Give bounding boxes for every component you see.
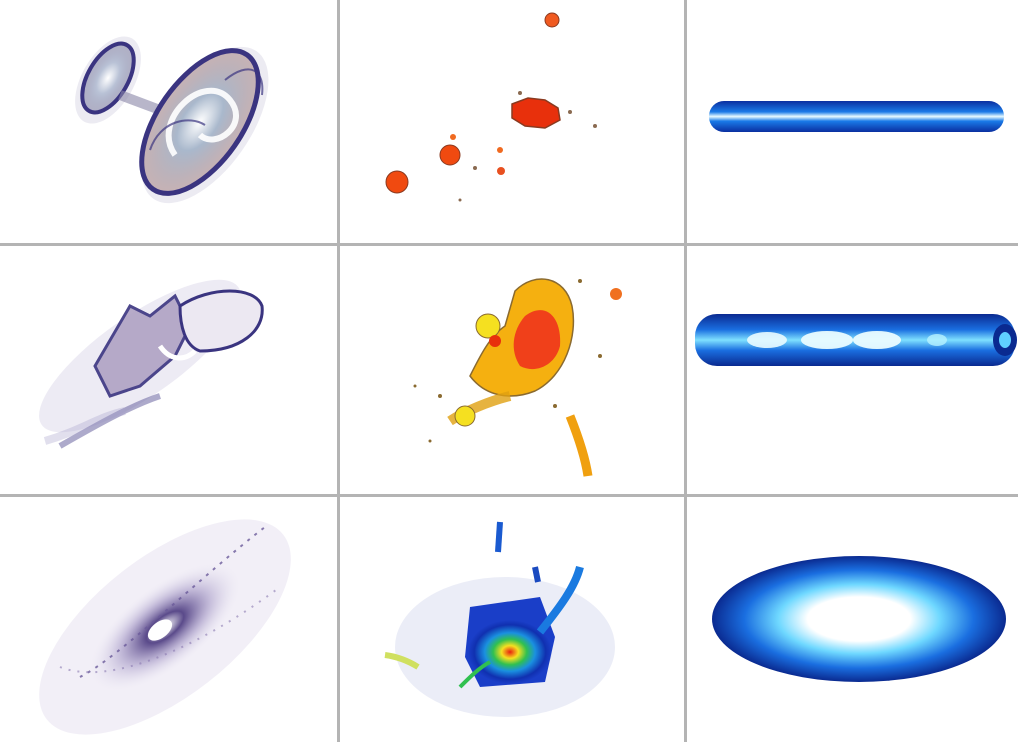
panel-merger-with-tidal-streams — [340, 497, 684, 742]
panel-interacting-spiral-pair — [0, 0, 337, 243]
vertical-divider-1 — [337, 0, 340, 742]
panel-elliptical-disk — [687, 497, 1018, 742]
panel-clumpy-merger — [340, 246, 684, 494]
vertical-divider-2 — [684, 0, 687, 742]
horizontal-divider-2 — [0, 494, 1018, 497]
panel-scattered-clumps — [340, 0, 684, 243]
horizontal-divider-1 — [0, 243, 1018, 246]
panel-inclined-spiral — [0, 497, 337, 742]
panel-disturbed-merger — [0, 246, 337, 494]
panel-thick-edge-on-disk — [687, 246, 1018, 494]
panel-thin-edge-on-disk — [687, 0, 1018, 243]
